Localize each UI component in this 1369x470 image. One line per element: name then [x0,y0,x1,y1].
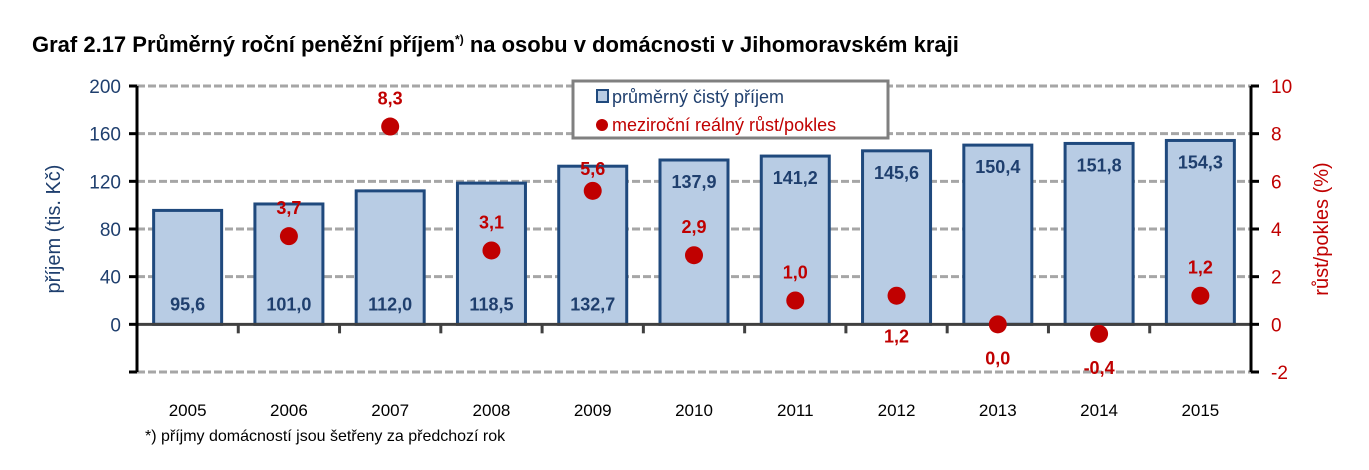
growth-label: 8,3 [378,89,403,109]
left-tick-label: 0 [110,315,121,336]
bar-label: 141,2 [773,168,818,188]
bar-label: 150,4 [975,157,1020,177]
growth-point-2008 [482,241,501,260]
right-tick-label: 8 [1271,125,1282,146]
growth-point-2012 [887,286,906,305]
footnote: *) příjmy domácností jsou šetřeny za pře… [145,428,506,445]
x-tick-label: 2015 [1181,401,1219,420]
growth-label: 1,0 [783,263,808,283]
right-tick-label: 0 [1271,315,1282,336]
growth-label: 3,7 [276,198,301,218]
legend [571,79,890,140]
chart-title: Graf 2.17 Průměrný roční peněžní příjem*… [32,32,959,57]
right-tick-label: 6 [1271,172,1282,193]
x-tick-label: 2012 [878,401,916,420]
bar-label: 112,0 [368,294,412,314]
bar-label: 151,8 [1077,155,1122,175]
legend-bar-swatch [596,89,609,103]
bar-label: 95,6 [170,294,205,314]
growth-point-2010 [685,246,703,265]
bar-label: 137,9 [671,172,716,192]
legend-dot-swatch [596,119,608,131]
x-tick-label: 2007 [371,401,409,420]
x-tick-label: 2010 [675,401,713,420]
bar-2005 [152,208,224,326]
growth-label: 3,1 [479,212,504,232]
x-tick-label: 2009 [574,401,612,420]
growth-label: 5,6 [580,159,605,179]
left-tick-label: 200 [89,77,121,98]
right-tick-label: 4 [1271,220,1282,241]
bar-label: 154,3 [1178,152,1223,172]
growth-label: 1,2 [1188,258,1213,278]
growth-point-2015 [1191,286,1210,305]
bar-label: 118,5 [469,294,513,314]
right-tick-label: 10 [1271,77,1292,98]
y2-axis-label: růst/pokles (%) [1311,162,1333,295]
growth-label: 2,9 [681,217,706,237]
left-tick-label: 120 [89,172,121,193]
growth-point-2009 [583,181,602,200]
x-tick-label: 2005 [169,401,207,420]
left-tick-label: 160 [89,125,121,146]
growth-point-2014 [1090,324,1109,343]
legend-dot-label: meziroční reálný růst/pokles [612,115,836,135]
bar-label: 145,6 [874,163,919,183]
growth-point-2013 [988,315,1007,334]
x-tick-label: 2008 [473,401,511,420]
bar-2013 [962,143,1034,326]
legend-bar-label: průměrný čistý příjem [612,87,784,107]
right-tick-label: -2 [1271,363,1288,384]
growth-label: 0,0 [985,348,1010,368]
growth-point-2007 [381,117,400,136]
growth-label: 1,2 [884,326,909,346]
x-tick-label: 2006 [270,401,308,420]
left-tick-label: 40 [100,268,121,289]
x-tick-label: 2013 [979,401,1017,420]
x-tick-label: 2011 [777,401,814,420]
growth-point-2011 [786,291,805,310]
right-tick-label: 2 [1271,268,1282,289]
y-axis-label: příjem (tis. Kč) [43,165,65,294]
x-tick-label: 2014 [1080,401,1118,420]
growth-point-2006 [279,227,298,246]
growth-label: -0,4 [1084,358,1115,378]
left-tick-label: 80 [100,220,121,241]
